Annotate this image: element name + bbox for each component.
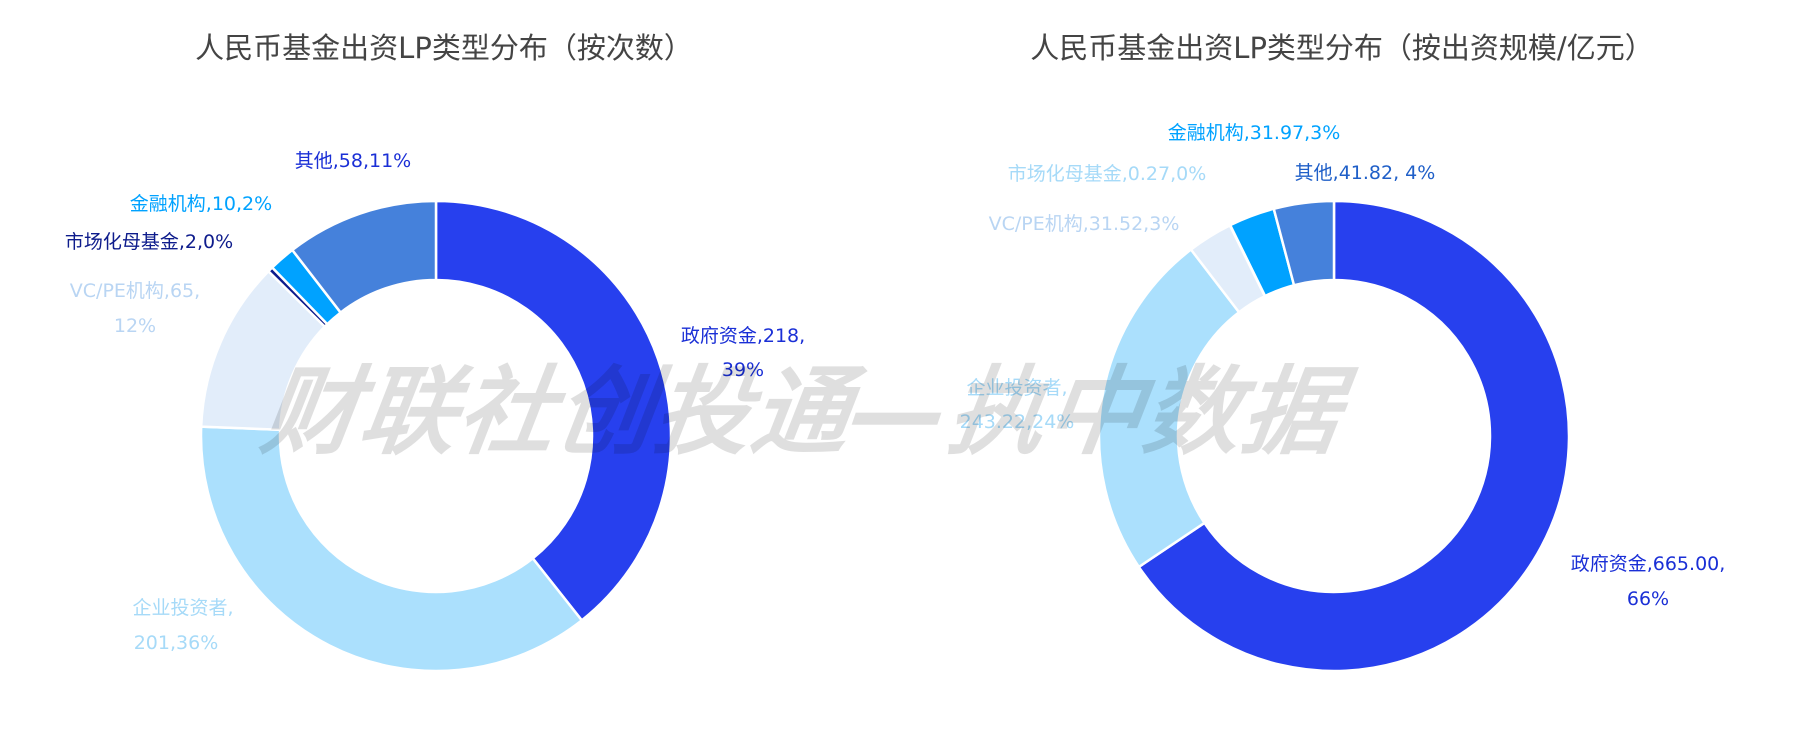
donut-slice[interactable] (434, 199, 673, 623)
slice-data-label: 企业投资者, (966, 377, 1067, 399)
slice-data-label: 金融机构,10,2% (130, 193, 272, 215)
watermark: 财联社创投通—执中数据 (255, 355, 1361, 467)
donut-slice[interactable] (290, 199, 438, 315)
slice-data-label: 政府资金,218, (681, 325, 805, 347)
slice-data-label: 企业投资者, (132, 597, 233, 619)
donut-slice[interactable] (199, 425, 584, 673)
slice-data-label: 其他,58,11% (295, 150, 412, 172)
donut-slice[interactable] (1272, 199, 1336, 287)
chart-title-by-amount: 人民币基金出资LP类型分布（按出资规模/亿元） (1030, 31, 1653, 65)
slice-data-label: 政府资金,665.00, (1571, 553, 1726, 575)
slice-data-label: 243.22,24% (960, 411, 1075, 433)
chart-title-by-count: 人民币基金出资LP类型分布（按次数） (195, 31, 693, 65)
donut-slice[interactable] (1097, 247, 1241, 569)
donut-slice[interactable] (1137, 199, 1571, 673)
slice-data-label: VC/PE机构,65, (70, 280, 200, 302)
slice-data-label: 市场化母基金,2,0% (65, 231, 233, 253)
donut-chart-by-amount (1097, 199, 1571, 673)
slice-data-label: 12% (114, 315, 156, 337)
data-labels: 政府资金,218, 39% 企业投资者, 201,36% VC/PE机构,65, 12% 市… (65, 122, 1725, 654)
slice-data-label: 金融机构,31.97,3% (1168, 122, 1341, 144)
slice-data-label: 201,36% (134, 632, 219, 654)
slice-data-label: VC/PE机构,31.52,3% (989, 213, 1180, 235)
slice-data-label: 其他,41.82, 4% (1295, 162, 1436, 184)
donut-chart-by-count (199, 199, 673, 673)
slice-data-label: 39% (722, 359, 764, 381)
slice-data-label: 66% (1627, 588, 1669, 610)
slice-data-label: 市场化母基金,0.27,0% (1008, 163, 1207, 185)
